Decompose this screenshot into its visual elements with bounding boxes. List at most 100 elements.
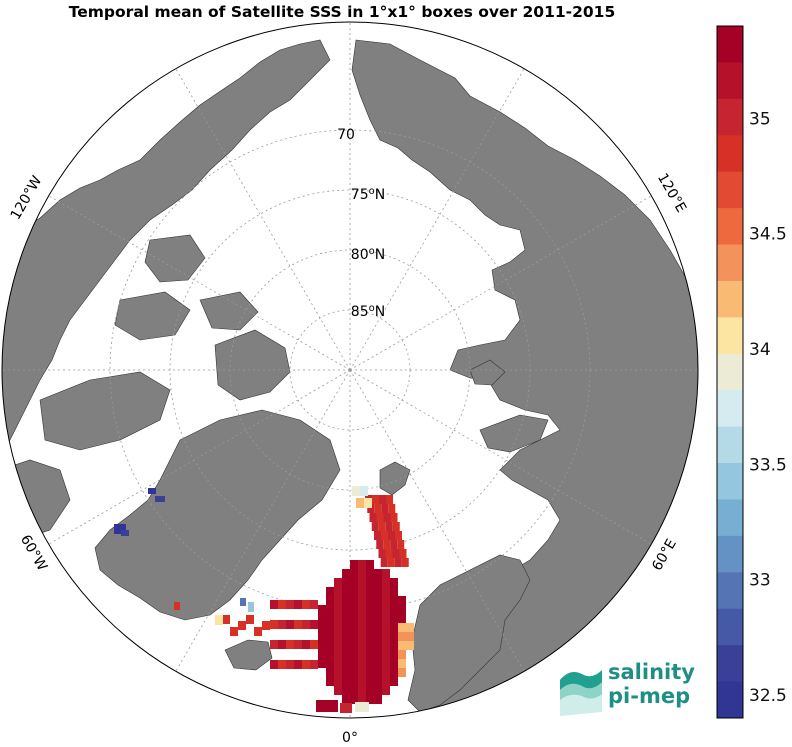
sss-cell	[399, 549, 407, 558]
sss-cell	[326, 668, 334, 677]
sss-cell	[352, 486, 360, 496]
sss-cell	[318, 650, 326, 659]
sss-cell	[398, 596, 406, 605]
sss-cell	[390, 677, 398, 686]
sss-cell	[350, 623, 358, 632]
sss-cell	[342, 641, 350, 650]
sss-cell	[398, 641, 406, 650]
sss-cell	[355, 702, 369, 712]
sss-cell	[334, 596, 342, 605]
sss-cell	[358, 623, 366, 632]
sss-cell	[378, 522, 386, 531]
colorbar-segment	[717, 572, 743, 610]
sss-cell	[358, 695, 366, 704]
sss-cell	[334, 659, 342, 668]
sss-cell	[350, 650, 358, 659]
sss-cell	[342, 578, 350, 587]
sss-cell	[334, 587, 342, 596]
sss-cell	[246, 615, 254, 624]
sss-cell	[406, 632, 414, 641]
sss-cell	[380, 558, 388, 567]
sss-cell	[326, 650, 334, 659]
latitude-labels: 70 75oN 80oN 85oN	[337, 127, 385, 320]
colorbar-tick-label: 33	[749, 571, 771, 591]
sss-cell	[374, 531, 381, 540]
sss-cell	[302, 640, 310, 649]
sss-cell	[302, 620, 310, 629]
sss-cell	[382, 632, 390, 641]
sss-cell	[318, 641, 326, 650]
colorbar-segment	[717, 499, 743, 537]
sss-cell	[248, 602, 254, 612]
sss-cell	[388, 504, 396, 513]
colorbar-segment	[717, 426, 743, 464]
sss-cell	[334, 632, 342, 641]
sss-cell	[278, 600, 286, 609]
sss-cell	[318, 623, 326, 632]
land-archipelago-3	[199, 291, 259, 331]
land-scandinavia	[407, 554, 531, 713]
sss-cell	[401, 558, 409, 567]
sss-cell	[270, 640, 278, 649]
sss-cell	[381, 531, 388, 540]
sss-cell	[358, 650, 366, 659]
sss-cell	[270, 660, 278, 669]
sss-cell	[326, 677, 334, 686]
sss-cell	[369, 513, 377, 522]
sss-cell	[390, 596, 398, 605]
land-north-america	[2, 39, 331, 461]
sss-cell	[376, 540, 384, 549]
sss-cell	[270, 620, 278, 629]
sss-cell	[387, 558, 395, 567]
sss-cell	[390, 632, 398, 641]
sss-cell	[376, 513, 384, 522]
sss-cell	[358, 668, 366, 677]
lat-suffix-85: N	[375, 304, 385, 320]
sss-cell	[382, 578, 390, 587]
sss-cell	[382, 623, 390, 632]
sss-cell	[114, 524, 126, 534]
sss-cell	[326, 632, 334, 641]
sss-cell	[386, 495, 393, 504]
sss-cell	[326, 587, 334, 596]
sss-cell	[390, 641, 398, 650]
sss-cell	[398, 659, 406, 668]
sss-cell	[310, 600, 318, 609]
sss-cell	[334, 677, 342, 686]
sss-cell	[390, 605, 398, 614]
sss-cell	[379, 495, 386, 504]
sss-cell	[254, 627, 262, 636]
sss-cell	[342, 587, 350, 596]
sss-cell	[350, 596, 358, 605]
sss-cell	[356, 498, 364, 508]
sss-cell	[358, 632, 366, 641]
sss-cell	[382, 605, 390, 614]
sss-cell	[326, 614, 334, 623]
sss-cell	[390, 513, 398, 522]
sss-cell	[390, 659, 398, 668]
sss-cell	[342, 695, 350, 704]
sss-cell	[366, 569, 374, 578]
sss-cell	[350, 560, 358, 569]
sss-cell	[340, 703, 352, 713]
land-franz-josef	[469, 359, 506, 386]
sss-cell	[382, 596, 390, 605]
sss-cell	[366, 641, 374, 650]
sss-cell	[342, 650, 350, 659]
map-title: Temporal mean of Satellite SSS in 1°x1° …	[68, 3, 616, 21]
sss-cell	[350, 659, 358, 668]
sss-cell	[215, 615, 223, 625]
svg-text:75oN: 75oN	[351, 186, 385, 204]
sss-cell	[388, 531, 395, 540]
logo-line-2: pi-mep	[608, 684, 691, 708]
sss-cell	[366, 677, 374, 686]
colorbar-segment	[717, 280, 743, 318]
sss-cell	[398, 632, 406, 641]
sss-cell	[378, 549, 386, 558]
sss-cell	[374, 659, 382, 668]
sss-cell	[350, 695, 358, 704]
colorbar: 35 34.5 34 33.5 33 32.5	[716, 25, 787, 719]
sss-cell	[383, 540, 391, 549]
sss-cell	[390, 587, 398, 596]
